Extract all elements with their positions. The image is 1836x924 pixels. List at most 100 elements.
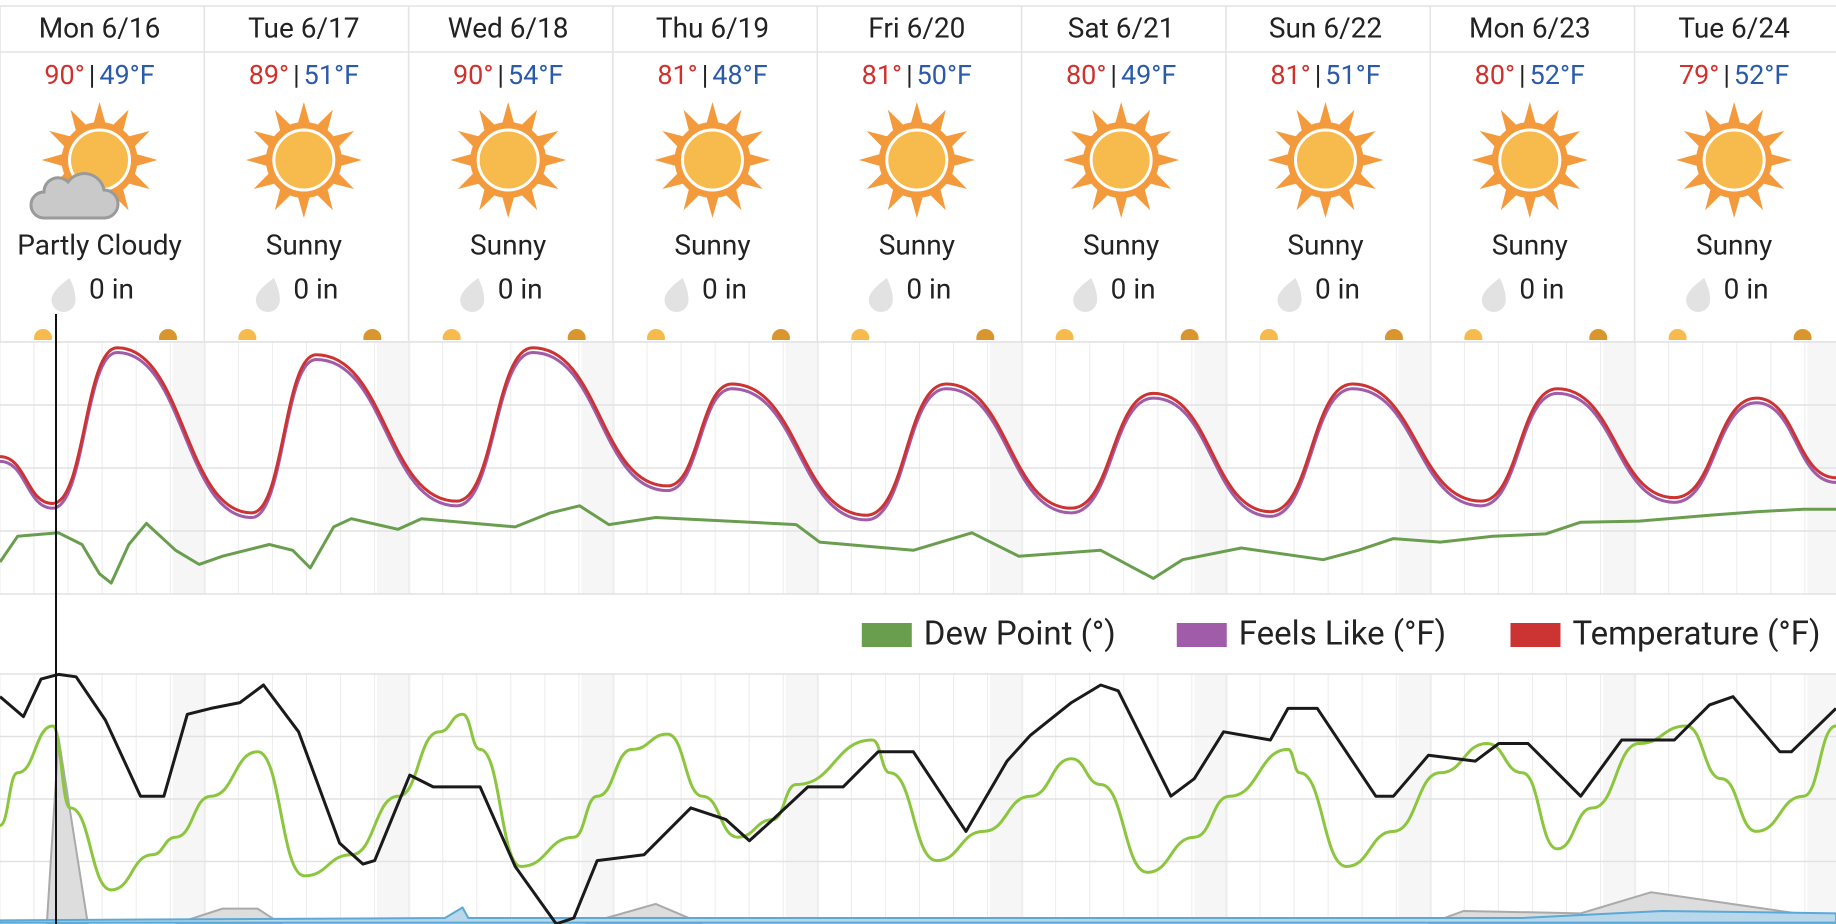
rain-drop-icon bbox=[51, 278, 76, 312]
low-temp: 51°F bbox=[1325, 59, 1380, 91]
sun-ray bbox=[1562, 152, 1588, 168]
low-temp: 49°F bbox=[99, 59, 154, 91]
sun-times bbox=[238, 329, 382, 340]
legend-swatch bbox=[1176, 623, 1227, 647]
sun-ray bbox=[296, 102, 312, 128]
sun-ray bbox=[500, 192, 516, 218]
separator: | bbox=[1110, 59, 1117, 91]
day-card[interactable]: Sat 6/21 80° | 49°F Sunny 0 in bbox=[1020, 5, 1227, 347]
sun-ray bbox=[1063, 152, 1089, 168]
sun-times bbox=[442, 329, 586, 340]
gray-area bbox=[45, 737, 1836, 924]
sun-disc bbox=[681, 128, 745, 192]
sun-ray bbox=[858, 152, 885, 168]
day-card[interactable]: Tue 6/17 89° | 51°F Sunny 0 in bbox=[203, 5, 410, 347]
day-label: Mon 6/16 bbox=[39, 11, 161, 44]
condition: Sunny bbox=[1287, 228, 1363, 261]
sunset-dot bbox=[1793, 329, 1812, 340]
separator: | bbox=[906, 59, 913, 91]
sun-times bbox=[646, 329, 790, 340]
sun-ray bbox=[540, 152, 567, 168]
temps: 90° | 54°F bbox=[453, 59, 563, 91]
temperature-line bbox=[0, 346, 1836, 517]
sun-times bbox=[1055, 329, 1199, 340]
low-temp: 50°F bbox=[917, 59, 972, 91]
sun-icon bbox=[1063, 102, 1180, 218]
sun-ray bbox=[744, 152, 771, 168]
condition: Sunny bbox=[1696, 228, 1772, 261]
low-temp: 54°F bbox=[508, 59, 563, 91]
day-label: Wed 6/18 bbox=[448, 11, 569, 44]
legend-item[interactable]: Temperature (°F) bbox=[1510, 615, 1820, 654]
precip: 0 in bbox=[498, 272, 543, 305]
separator: | bbox=[293, 59, 300, 91]
sun-icon bbox=[654, 102, 771, 218]
high-temp: 81° bbox=[1270, 59, 1310, 91]
sun-ray bbox=[1766, 152, 1793, 168]
sunrise-dot bbox=[442, 329, 461, 340]
day-label: Fri 6/20 bbox=[868, 11, 965, 44]
separator: | bbox=[497, 59, 504, 91]
precip: 0 in bbox=[293, 272, 338, 305]
legend-label: Temperature (°F) bbox=[1572, 615, 1820, 654]
sun-times bbox=[34, 329, 177, 340]
day-card[interactable]: Tue 6/24 79° | 52°F Sunny 0 in bbox=[1633, 5, 1836, 347]
sun-icon bbox=[450, 102, 567, 218]
sunrise-dot bbox=[1259, 329, 1278, 340]
rain-drop-icon bbox=[460, 278, 485, 312]
sun-icon bbox=[1267, 102, 1384, 218]
sun-ray bbox=[1318, 102, 1333, 128]
sunset-dot bbox=[159, 329, 177, 340]
day-card[interactable]: Wed 6/18 90° | 54°F Sunny 0 in bbox=[407, 5, 614, 347]
rain-drop-icon bbox=[1073, 278, 1098, 312]
day-card[interactable]: Sun 6/22 81° | 51°F Sunny 0 in bbox=[1225, 5, 1432, 347]
day-card[interactable]: Mon 6/23 80° | 52°F Sunny 0 in bbox=[1429, 5, 1636, 347]
sun-disc bbox=[885, 128, 949, 192]
precip: 0 in bbox=[1724, 272, 1769, 305]
legend-swatch bbox=[861, 623, 912, 647]
legend-item[interactable]: Dew Point (°) bbox=[861, 615, 1116, 654]
separator: | bbox=[702, 59, 709, 91]
sun-ray bbox=[1471, 152, 1498, 168]
high-temp: 79° bbox=[1679, 59, 1719, 91]
sun-ray bbox=[1153, 152, 1180, 168]
day-label: Sat 6/21 bbox=[1068, 11, 1175, 44]
condition: Sunny bbox=[879, 228, 955, 261]
rain-drop-icon bbox=[1277, 278, 1302, 312]
condition: Sunny bbox=[1492, 228, 1568, 261]
day-card[interactable]: Fri 6/20 81° | 50°F Sunny 0 in bbox=[816, 5, 1023, 347]
day-card[interactable]: Thu 6/19 81° | 48°F Sunny 0 in bbox=[612, 5, 819, 347]
sun-ray bbox=[1522, 192, 1538, 218]
condition: Sunny bbox=[470, 228, 546, 261]
sun-disc bbox=[1702, 128, 1766, 192]
sunset-dot bbox=[1589, 329, 1608, 340]
sun-ray bbox=[500, 102, 516, 128]
sun-ray bbox=[1522, 102, 1538, 128]
precip: 0 in bbox=[702, 272, 747, 305]
sun-ray bbox=[1357, 152, 1384, 168]
sun-times bbox=[1668, 329, 1812, 340]
sun-ray bbox=[92, 102, 107, 128]
sun-ray bbox=[705, 192, 720, 218]
day-label: Tue 6/24 bbox=[1678, 11, 1790, 44]
sun-ray bbox=[41, 152, 68, 168]
low-temp: 48°F bbox=[712, 59, 767, 91]
sunset-dot bbox=[976, 329, 995, 340]
sunset-dot bbox=[1180, 329, 1199, 340]
green-line bbox=[0, 712, 1836, 892]
low-temp: 51°F bbox=[304, 59, 359, 91]
sun-times bbox=[1259, 329, 1403, 340]
precip: 0 in bbox=[1519, 272, 1564, 305]
sunrise-dot bbox=[851, 329, 870, 340]
legend-swatch bbox=[1510, 623, 1561, 647]
rain-drop-icon bbox=[664, 278, 689, 312]
sun-ray bbox=[909, 102, 925, 128]
day-card[interactable]: Mon 6/16 90° | 49°F Partly Cloudy 0 in bbox=[0, 5, 206, 347]
sun-times bbox=[851, 329, 995, 340]
high-temp: 81° bbox=[862, 59, 902, 91]
separator: | bbox=[1519, 59, 1526, 91]
rain-drop-icon bbox=[255, 278, 280, 312]
sun-ray bbox=[1726, 102, 1742, 128]
legend-item[interactable]: Feels Like (°F) bbox=[1176, 615, 1446, 654]
